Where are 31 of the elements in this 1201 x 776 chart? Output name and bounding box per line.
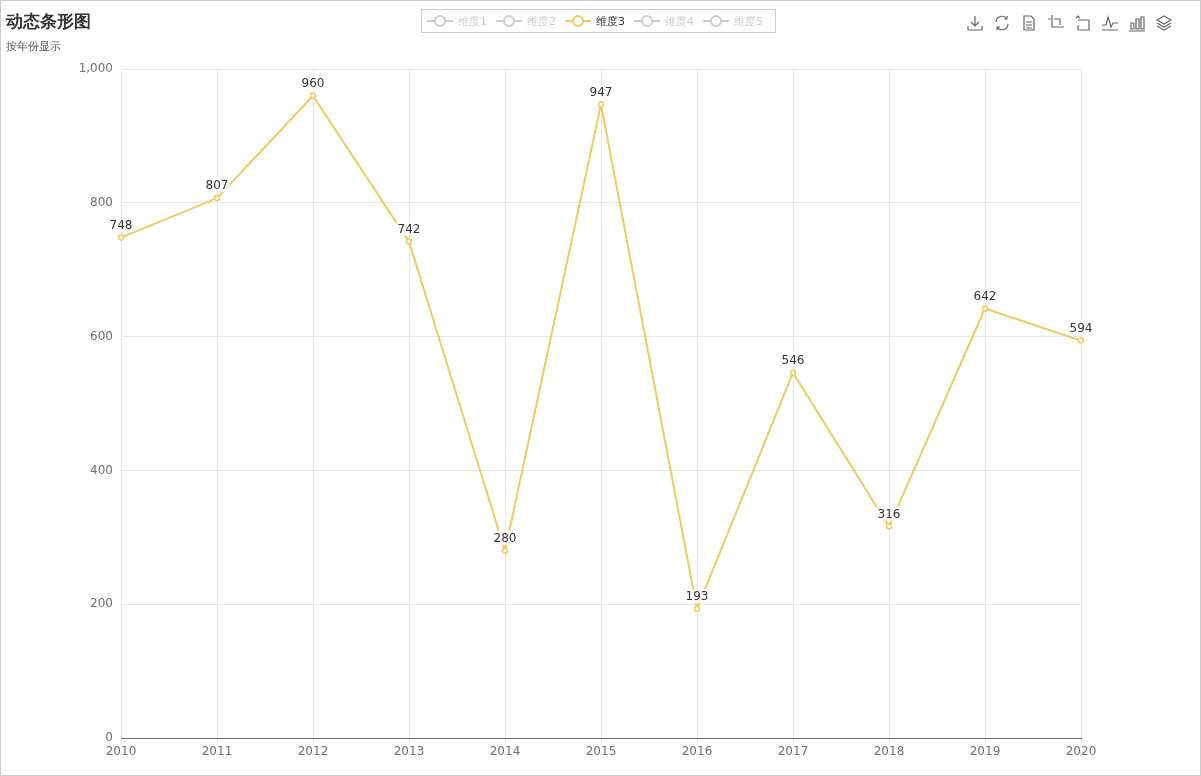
y-tick-label: 400 bbox=[90, 462, 113, 477]
x-tick-label: 2018 bbox=[873, 744, 905, 759]
x-tick-label: 2019 bbox=[969, 744, 1001, 759]
x-tick-label: 2020 bbox=[1065, 744, 1097, 759]
x-tick-label: 2016 bbox=[681, 744, 713, 759]
data-label: 642 bbox=[973, 288, 997, 303]
y-tick-label: 200 bbox=[90, 596, 113, 611]
data-label: 546 bbox=[781, 352, 805, 367]
x-tick-label: 2015 bbox=[585, 744, 617, 759]
x-tick-label: 2012 bbox=[297, 744, 329, 759]
x-tick-label: 2013 bbox=[393, 744, 425, 759]
data-label: 316 bbox=[877, 506, 901, 521]
legend-label: 维度3 bbox=[596, 13, 625, 29]
data-label: 947 bbox=[589, 84, 613, 99]
y-tick-label: 1,000 bbox=[78, 61, 113, 76]
chart-title: 动态条形图 bbox=[6, 10, 91, 33]
y-tick-label: 600 bbox=[90, 328, 113, 343]
data-label: 594 bbox=[1069, 320, 1093, 335]
data-label: 742 bbox=[397, 221, 421, 236]
x-tick-label: 2010 bbox=[105, 744, 137, 759]
x-tick-label: 2014 bbox=[489, 744, 521, 759]
y-tick-label: 800 bbox=[90, 194, 113, 209]
data-label: 807 bbox=[205, 178, 229, 193]
y-tick-label: 0 bbox=[105, 730, 113, 745]
x-tick-label: 2011 bbox=[201, 744, 233, 759]
data-label: 960 bbox=[301, 75, 325, 90]
data-label: 748 bbox=[109, 217, 133, 232]
chart-subtitle: 按年份显示 bbox=[6, 39, 61, 54]
data-label: 193 bbox=[685, 589, 709, 604]
x-tick-label: 2017 bbox=[777, 744, 809, 759]
data-label: 280 bbox=[493, 530, 517, 545]
